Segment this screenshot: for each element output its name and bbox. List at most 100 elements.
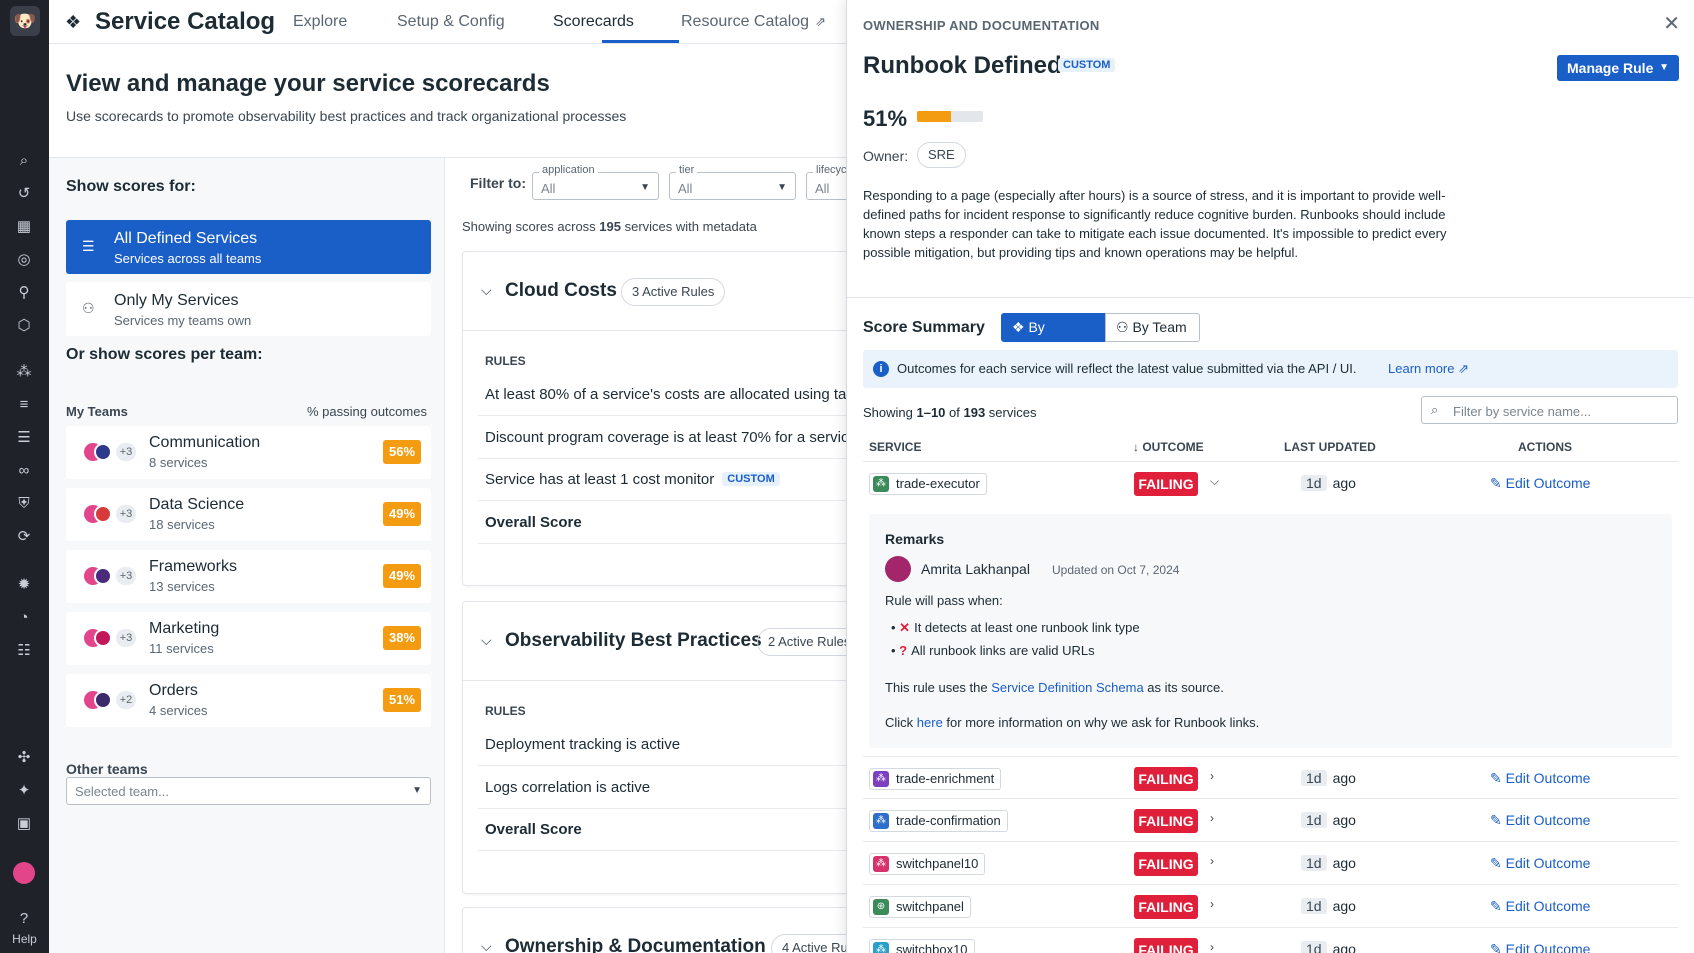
edit-outcome-button[interactable]: ✎ Edit Outcome xyxy=(1490,812,1590,829)
table-row[interactable]: ⁂ trade-confirmation FAILING › 1d ago ✎ Ed… xyxy=(863,799,1678,842)
team-select[interactable]: Selected team... ▼ xyxy=(66,777,431,805)
history-icon[interactable]: ↺ xyxy=(17,185,31,202)
manage-rule-button[interactable]: Manage Rule ▼ xyxy=(1557,55,1679,81)
option-all-defined-services[interactable]: ☰ All Defined Services Services across a… xyxy=(66,220,431,274)
toggle-by-team[interactable]: ⚇ By Team xyxy=(1105,313,1200,342)
team-row-marketing[interactable]: +3 Marketing 11 services 38% xyxy=(66,612,431,665)
here-link[interactable]: here xyxy=(916,715,943,730)
avatar xyxy=(94,629,112,647)
help-label[interactable]: Help xyxy=(12,932,37,946)
team-service-count: 4 services xyxy=(149,703,208,718)
edit-outcome-button[interactable]: ✎ Edit Outcome xyxy=(1490,898,1590,915)
team-row-data-science[interactable]: +3 Data Science 18 services 49% xyxy=(66,488,431,541)
owner-badge[interactable]: SRE xyxy=(917,142,966,168)
rule-row[interactable]: Logs correlation is active xyxy=(485,779,651,796)
table-row[interactable]: ⁂ switchpanel10 FAILING › 1d ago ✎ Edit Ou… xyxy=(863,842,1678,885)
user-avatar[interactable] xyxy=(13,862,35,884)
help-icon[interactable]: ? xyxy=(19,910,29,927)
service-chip[interactable]: ⊕ switchpanel xyxy=(869,896,971,918)
rule-row[interactable]: Deployment tracking is active xyxy=(485,736,681,753)
service-chip[interactable]: ⁂ trade-enrichment xyxy=(869,768,1002,790)
service-name: switchbox10 xyxy=(896,942,968,953)
chevron-down-icon[interactable]: ⌵ xyxy=(481,938,492,953)
scorecard-title[interactable]: Ownership & Documentation xyxy=(505,936,766,953)
close-icon[interactable]: ✕ xyxy=(1663,13,1680,35)
schema-link[interactable]: Service Definition Schema xyxy=(991,680,1144,695)
chevron-right-icon[interactable]: › xyxy=(1210,854,1214,868)
tier-filter[interactable]: tier All ▼ xyxy=(669,164,796,200)
service-chip[interactable]: ⁂ trade-confirmation xyxy=(869,810,1008,832)
puzzle-icon[interactable]: ✣ xyxy=(17,749,31,766)
dashboard-icon[interactable]: ▦ xyxy=(16,218,32,235)
learn-more-link[interactable]: Learn more ⇗ xyxy=(1388,361,1469,377)
services-range-text: Showing 1–10 of 193 services xyxy=(863,405,1036,420)
card-divider xyxy=(463,680,863,681)
service-chip[interactable]: ⁂ trade-executor xyxy=(869,473,987,495)
age-suffix: ago xyxy=(1332,898,1356,914)
service-search-input[interactable]: ⌕ Filter by service name... xyxy=(1421,396,1678,424)
chat-icon[interactable]: ▣ xyxy=(16,815,32,832)
rule-score-bar xyxy=(917,111,983,122)
search-icon: ⌕ xyxy=(1431,402,1439,417)
chevron-down-icon[interactable]: ⌵ xyxy=(481,282,492,298)
option-only-my-services[interactable]: ⚇ Only My Services Services my teams own xyxy=(66,282,431,336)
chevron-right-icon[interactable]: › xyxy=(1210,897,1214,911)
edit-outcome-button[interactable]: ✎ Edit Outcome xyxy=(1490,770,1590,787)
search-icon[interactable]: ⌕ xyxy=(19,152,29,169)
tab-explore[interactable]: Explore xyxy=(293,13,348,30)
edit-outcome-button[interactable]: ✎ Edit Outcome xyxy=(1490,855,1590,872)
scorecard-title[interactable]: Cloud Costs xyxy=(505,280,617,301)
tab-resource-catalog[interactable]: Resource Catalog ⇗ xyxy=(681,13,826,31)
table-row[interactable]: ⁂ trade-executor FAILING ⌵ 1d ago ✎ Edit O… xyxy=(863,462,1678,505)
chevron-right-icon[interactable]: › xyxy=(1210,811,1214,825)
datadog-logo-icon[interactable]: 🐶 xyxy=(10,6,40,36)
scorecard-ownership-documentation: ⌵ Ownership & Documentation 4 Active Rul… xyxy=(462,907,876,953)
logs-icon[interactable]: ≡ xyxy=(19,396,29,413)
list-icon[interactable]: ☰ xyxy=(17,429,31,446)
service-chip[interactable]: ⁂ switchpanel10 xyxy=(869,853,986,875)
security-icon[interactable]: ⛨ xyxy=(18,495,30,512)
last-updated: 1d ago xyxy=(1301,770,1356,786)
age-value: 1d xyxy=(1301,475,1327,491)
team-name: Data Science xyxy=(149,496,245,513)
external-link-icon: ⇗ xyxy=(1458,361,1470,376)
table-row[interactable]: ⊕ switchpanel FAILING › 1d ago ✎ Edit Outc… xyxy=(863,885,1678,928)
catalog-icon[interactable]: ⬡ xyxy=(17,317,31,334)
tab-setup-config[interactable]: Setup & Config xyxy=(397,13,505,30)
chevron-right-icon[interactable]: › xyxy=(1210,940,1214,953)
scorecard-title[interactable]: Observability Best Practices xyxy=(505,630,762,651)
bug-icon[interactable]: ✹ xyxy=(17,576,31,593)
showing-prefix: Showing scores across xyxy=(462,219,600,234)
edit-outcome-button[interactable]: ✎ Edit Outcome xyxy=(1490,941,1590,953)
sparkle-icon[interactable]: ✦ xyxy=(17,782,31,799)
table-row[interactable]: ⁂ switchbox10 FAILING › 1d ago ✎ Edit Outc… xyxy=(863,928,1678,953)
column-header-outcome[interactable]: ↓ OUTCOME xyxy=(1133,440,1204,454)
showing-suffix: services with metadata xyxy=(620,219,757,234)
column-header-service[interactable]: SERVICE xyxy=(869,440,922,454)
rule-row[interactable]: At least 80% of a service's costs are al… xyxy=(485,386,863,403)
link-icon[interactable]: ∞ xyxy=(18,462,30,479)
chevron-right-icon[interactable]: › xyxy=(1210,769,1214,783)
graph-icon[interactable]: ⁂ xyxy=(16,363,32,380)
option-subtitle: Services my teams own xyxy=(114,313,252,328)
condition-text: All runbook links are valid URLs xyxy=(911,643,1095,658)
rule-row[interactable]: Discount program coverage is at least 70… xyxy=(485,429,857,446)
team-row-orders[interactable]: +2 Orders 4 services 51% xyxy=(66,674,431,727)
chevron-down-icon[interactable]: ⌵ xyxy=(481,632,492,648)
edit-outcome-button[interactable]: ✎ Edit Outcome xyxy=(1490,475,1590,492)
team-row-communication[interactable]: +3 Communication 8 services 56% xyxy=(66,426,431,479)
toggle-by-service[interactable]: ❖ By Service xyxy=(1001,313,1106,362)
tasks-icon[interactable]: ☷ xyxy=(17,642,31,659)
service-chip[interactable]: ⁂ switchbox10 xyxy=(869,939,975,953)
target-icon[interactable]: ◎ xyxy=(17,251,31,268)
application-filter[interactable]: application All ▼ xyxy=(532,164,659,200)
team-row-frameworks[interactable]: +3 Frameworks 13 services 49% xyxy=(66,550,431,603)
sync-icon[interactable]: ⟳ xyxy=(17,528,31,545)
binoculars-icon[interactable]: ⚲ xyxy=(18,284,30,301)
tab-scorecards[interactable]: Scorecards xyxy=(553,13,634,30)
column-header-last-updated[interactable]: LAST UPDATED xyxy=(1284,440,1376,454)
rule-row[interactable]: Service has at least 1 cost monitor CUSTO… xyxy=(485,471,780,488)
chevron-down-icon[interactable]: ⌵ xyxy=(1210,474,1220,488)
gauge-icon[interactable]: ◔ xyxy=(19,609,29,626)
table-row[interactable]: ⁂ trade-enrichment FAILING › 1d ago ✎ Edit… xyxy=(863,756,1678,799)
